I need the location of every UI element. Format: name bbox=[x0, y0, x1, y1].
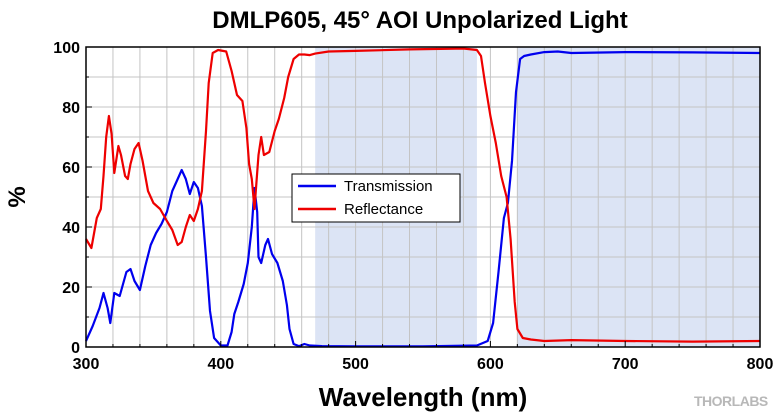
x-tick-label-800: 800 bbox=[747, 356, 774, 373]
legend: Transmission Reflectance bbox=[291, 173, 461, 223]
y-tick-label-20: 20 bbox=[62, 280, 80, 297]
series-lines bbox=[84, 47, 761, 348]
x-tick-label-700: 700 bbox=[612, 356, 639, 373]
y-axis-label: % bbox=[4, 186, 31, 207]
chart-title: DMLP605, 45° AOI Unpolarized Light bbox=[212, 7, 627, 34]
series-line-reflectance bbox=[85, 47, 761, 343]
thorlabs-logo: THORLABS bbox=[694, 393, 768, 409]
y-tick-label-60: 60 bbox=[62, 160, 80, 177]
x-tick-label-500: 500 bbox=[342, 356, 369, 373]
x-tick-label-600: 600 bbox=[477, 356, 504, 373]
y-tick-label-40: 40 bbox=[62, 220, 80, 237]
ticks: 300 400 500 600 700 800 0 20 40 60 80 100 bbox=[53, 40, 773, 373]
legend-label-transmission: Transmission bbox=[344, 178, 433, 195]
x-tick-label-400: 400 bbox=[207, 356, 234, 373]
x-axis-label: Wavelength (nm) bbox=[319, 382, 527, 412]
legend-label-reflectance: Reflectance bbox=[344, 201, 423, 218]
x-tick-label-300: 300 bbox=[73, 356, 100, 373]
logo-text: THORLABS bbox=[694, 393, 768, 409]
y-tick-label-80: 80 bbox=[62, 100, 80, 117]
y-tick-label-0: 0 bbox=[71, 340, 80, 357]
series-line-transmission bbox=[84, 50, 761, 348]
legend-box bbox=[291, 173, 461, 223]
y-tick-label-100: 100 bbox=[53, 40, 80, 57]
grid bbox=[85, 46, 761, 348]
